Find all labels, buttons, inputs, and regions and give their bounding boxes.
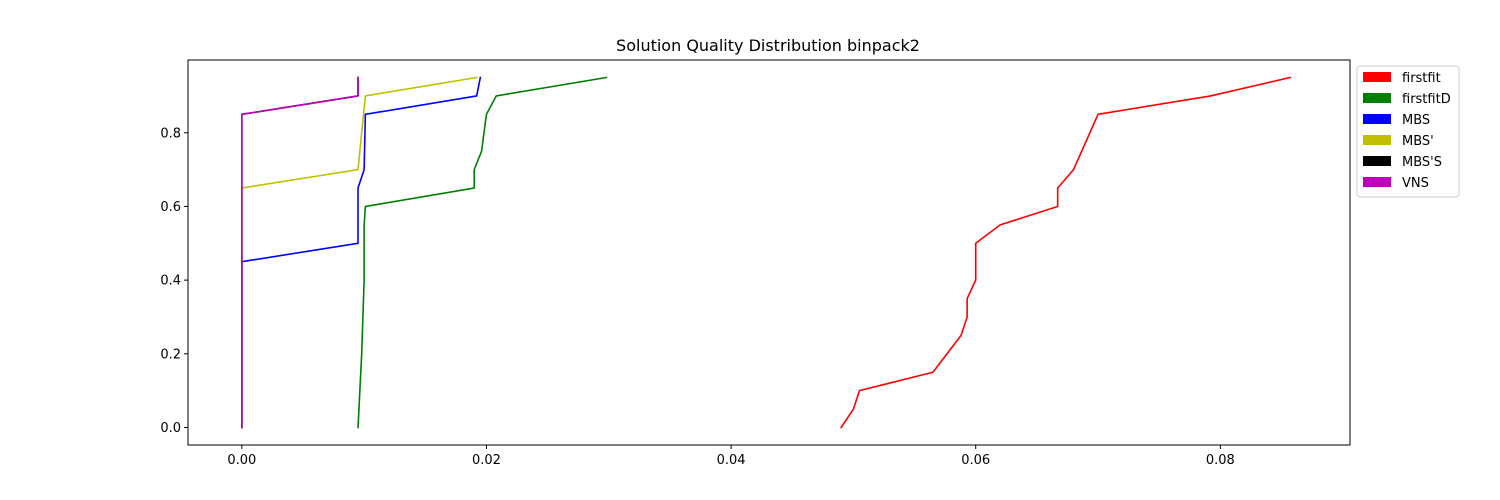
legend-label-0: firstfit [1402, 71, 1441, 86]
plot-frame [187, 59, 1351, 446]
series-line-2 [241, 76, 482, 429]
y-tick-label: 0.2 [160, 347, 181, 362]
x-tick-label: 0.02 [472, 453, 501, 468]
x-tick-label: 0.00 [227, 453, 256, 468]
legend-label-4: MBS'S [1402, 155, 1442, 170]
series-line-0 [840, 76, 1292, 429]
legend-label-2: MBS [1402, 113, 1430, 128]
legend: firstfit firstfitD MBS MBS' MBS'S VNS [1356, 65, 1460, 198]
series-lines [241, 76, 1292, 429]
legend-swatch-2 [1363, 114, 1391, 124]
legend-swatch-4 [1363, 156, 1391, 166]
series-line-5 [241, 76, 359, 429]
legend-swatch-0 [1363, 72, 1391, 82]
legend-swatch-5 [1363, 177, 1391, 187]
legend-swatch-1 [1363, 93, 1391, 103]
x-tick-label: 0.08 [1206, 453, 1235, 468]
legend-label-3: MBS' [1402, 134, 1434, 149]
x-tick-label: 0.06 [961, 453, 990, 468]
legend-label-1: firstfitD [1402, 92, 1451, 107]
y-axis: 0.0 0.2 0.4 0.6 0.8 [160, 126, 188, 436]
x-tick-label: 0.04 [717, 453, 746, 468]
x-axis: 0.00 0.02 0.04 0.06 0.08 [227, 445, 1235, 468]
y-tick-label: 0.8 [160, 126, 181, 141]
y-tick-label: 0.6 [160, 200, 181, 215]
series-line-1 [357, 76, 608, 429]
chart-title: Solution Quality Distribution binpack2 [616, 36, 920, 55]
y-tick-label: 0.4 [160, 274, 181, 289]
legend-label-5: VNS [1402, 176, 1429, 191]
series-line-3 [241, 76, 478, 429]
legend-swatch-3 [1363, 135, 1391, 145]
y-tick-label: 0.0 [160, 421, 181, 436]
